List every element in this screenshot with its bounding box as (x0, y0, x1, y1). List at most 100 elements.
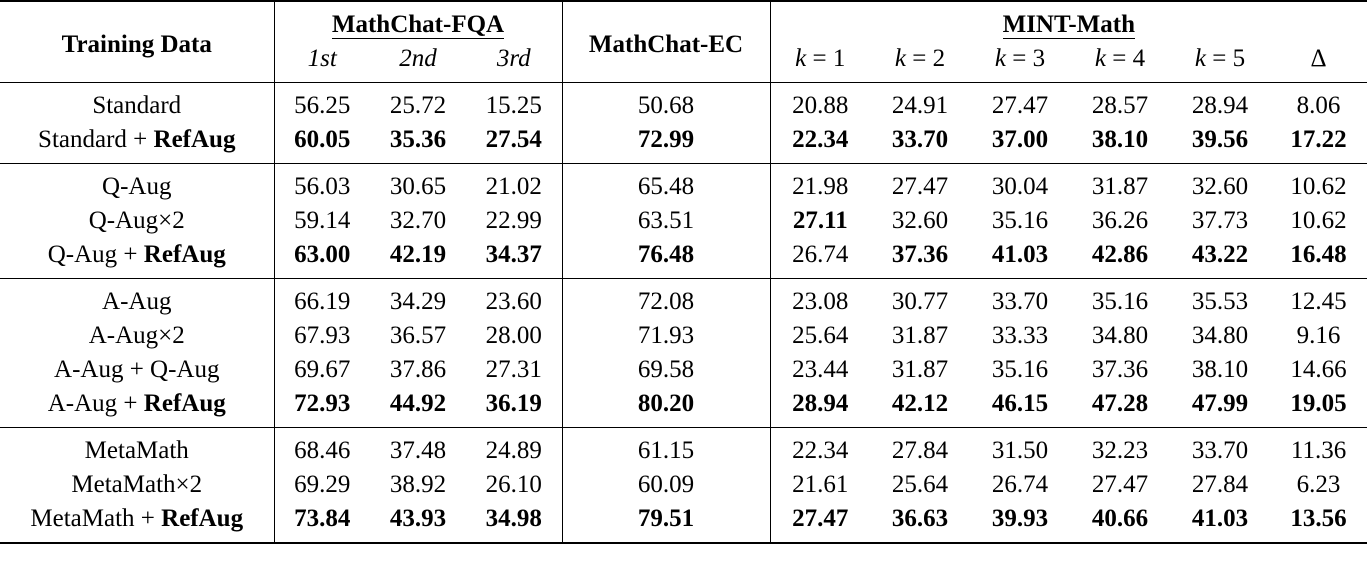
cell-m5: 13.56 (1270, 502, 1367, 544)
cell-m2: 31.50 (970, 427, 1071, 468)
row-label: Q-Aug×2 (0, 204, 275, 238)
cell-m4: 37.73 (1191, 207, 1249, 234)
row-label: MetaMath×2 (0, 468, 275, 502)
col-delta: Δ (1310, 45, 1327, 72)
cell-m0: 26.74 (792, 241, 849, 268)
cell-f0: 59.14 (294, 207, 351, 234)
row-label: A-Aug + RefAug (0, 387, 275, 428)
row-label: Q-Aug + RefAug (0, 238, 275, 279)
cell-m0: 27.11 (792, 207, 848, 234)
row-label: Standard (0, 82, 275, 123)
col-fqa-3rd: 3rd (466, 42, 563, 83)
cell-f2: 24.89 (466, 427, 563, 468)
row-label: A-Aug + Q-Aug (0, 353, 275, 387)
cell-ec: 80.20 (562, 387, 771, 428)
cell-m3: 28.57 (1070, 82, 1171, 123)
cell-m5: 8.06 (1270, 82, 1367, 123)
cell-f0: 60.05 (294, 126, 351, 153)
row-label: A-Aug (0, 278, 275, 319)
cell-f2: 15.25 (466, 82, 563, 123)
col-mathchat-fqa: MathChat-FQA (274, 0, 563, 42)
col-fqa-1st: 1st (307, 45, 337, 72)
cell-m4: 32.60 (1170, 163, 1271, 204)
table-row: Q-Aug + RefAug 63.00 42.19 34.37 76.48 26.74 3… (0, 238, 1367, 279)
cell-m3: 42.86 (1091, 241, 1149, 268)
cell-m2: 35.16 (991, 207, 1049, 234)
cell-m0: 22.34 (792, 126, 849, 153)
cell-m1: 36.63 (870, 502, 971, 544)
cell-m3: 37.36 (1091, 356, 1149, 383)
cell-f0: 69.67 (294, 356, 351, 383)
cell-f1: 34.29 (370, 278, 466, 319)
cell-m3: 32.23 (1070, 427, 1171, 468)
cell-ec: 72.99 (562, 123, 771, 164)
cell-m5: 11.36 (1270, 427, 1367, 468)
table-row: Q-Aug×2 59.14 32.70 22.99 63.51 27.11 32.60 35.… (0, 204, 1367, 238)
cell-m1: 37.36 (891, 241, 949, 268)
cell-m4: 34.80 (1191, 322, 1249, 349)
cell-m0: 25.64 (792, 322, 849, 349)
cell-f0: 56.25 (274, 82, 370, 123)
cell-m2: 30.04 (970, 163, 1071, 204)
cell-f1: 30.65 (370, 163, 466, 204)
cell-m4: 27.84 (1191, 471, 1249, 498)
cell-m5: 17.22 (1290, 126, 1347, 153)
header-row-1: Training Data MathChat-FQA MathChat-EC M… (0, 0, 1367, 83)
row-label: MetaMath (0, 427, 275, 468)
cell-f1: 36.57 (389, 322, 447, 349)
cell-m1: 42.12 (891, 390, 949, 417)
cell-f0: 72.93 (294, 390, 351, 417)
cell-f1: 37.86 (389, 356, 447, 383)
cell-f2: 21.02 (466, 163, 563, 204)
cell-m1: 32.60 (891, 207, 949, 234)
cell-m4: 35.53 (1170, 278, 1271, 319)
cell-m2: 33.33 (991, 322, 1049, 349)
col-k1: k = 1 (795, 45, 846, 72)
cell-m5: 6.23 (1296, 471, 1341, 498)
cell-m2: 26.74 (991, 471, 1049, 498)
table-body: Standard 56.25 25.72 15.25 50.68 20.88 24.91 27… (0, 82, 1367, 544)
cell-m0: 27.47 (770, 502, 871, 544)
col-mathchat-ec: MathChat-EC (562, 0, 771, 83)
cell-f0: 73.84 (274, 502, 370, 544)
cell-f1: 25.72 (370, 82, 466, 123)
row-label: Standard + RefAug (0, 123, 275, 164)
cell-ec: 72.08 (562, 278, 771, 319)
cell-m2: 39.93 (970, 502, 1071, 544)
cell-f2: 28.00 (466, 319, 563, 353)
cell-ec: 65.48 (562, 163, 771, 204)
cell-m2: 41.03 (991, 241, 1049, 268)
cell-m0: 23.08 (770, 278, 871, 319)
col-fqa-2nd: 2nd (399, 45, 437, 72)
cell-m5: 9.16 (1296, 322, 1341, 349)
cell-m4: 28.94 (1170, 82, 1271, 123)
cell-m4: 38.10 (1191, 356, 1249, 383)
cell-m1: 27.84 (870, 427, 971, 468)
cell-m5: 10.62 (1290, 207, 1347, 234)
cell-m0: 28.94 (792, 390, 849, 417)
cell-m0: 21.61 (792, 471, 849, 498)
table-row: MetaMath×2 69.29 38.92 26.10 60.09 21.61 25.64… (0, 468, 1367, 502)
cell-m1: 27.47 (870, 163, 971, 204)
cell-ec: 79.51 (562, 502, 771, 544)
cell-f2: 22.99 (466, 204, 563, 238)
cell-m3: 47.28 (1091, 390, 1149, 417)
cell-m3: 35.16 (1070, 278, 1171, 319)
cell-m3: 27.47 (1091, 471, 1149, 498)
cell-f0: 69.29 (294, 471, 351, 498)
table-row: MetaMath + RefAug 73.84 43.93 34.98 79.51 27.… (0, 502, 1367, 544)
cell-m5: 10.62 (1270, 163, 1367, 204)
cell-ec: 61.15 (562, 427, 771, 468)
cell-m3: 40.66 (1070, 502, 1171, 544)
table-row: Standard + RefAug 60.05 35.36 27.54 72.99 22.… (0, 123, 1367, 164)
cell-m3: 36.26 (1091, 207, 1149, 234)
cell-f0: 63.00 (294, 241, 351, 268)
cell-ec: 50.68 (562, 82, 771, 123)
cell-m2: 37.00 (991, 126, 1049, 153)
cell-f1: 32.70 (389, 207, 447, 234)
table-row: A-Aug + RefAug 72.93 44.92 36.19 80.20 28.94 4… (0, 387, 1367, 428)
cell-m1: 31.87 (891, 322, 949, 349)
cell-m3: 38.10 (1091, 126, 1149, 153)
header-row-2: 1st 2nd 3rd k = 1 k = 2 k = 3 k = 4 k = … (0, 42, 1367, 83)
cell-f0: 66.19 (274, 278, 370, 319)
